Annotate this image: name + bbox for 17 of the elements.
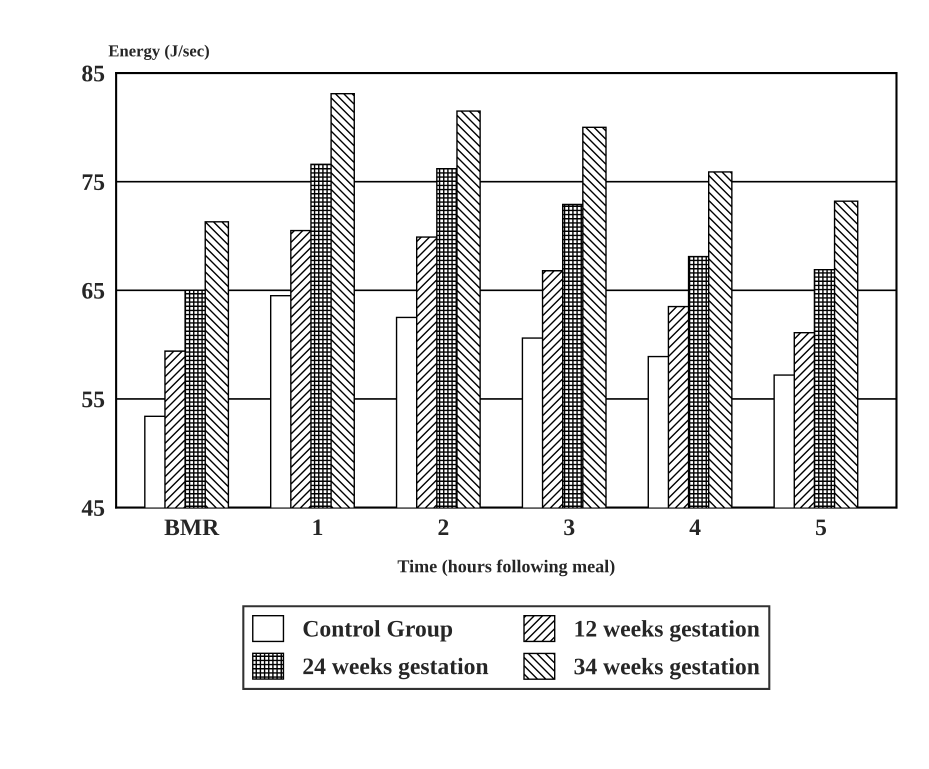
x-tick-label: 1	[314, 519, 322, 536]
legend-label: Control Group	[304, 620, 452, 642]
y-axis-title: Energy (J/sec)	[108, 44, 209, 60]
y-tick-label: 75	[82, 174, 104, 190]
legend-label: 24 weeks gestation	[303, 658, 488, 680]
y-tick-label: 65	[82, 282, 104, 299]
x-tick-label: BMR	[164, 520, 220, 536]
y-tick-label: 85	[82, 66, 104, 82]
legend-label: 34 weeks gestation	[574, 658, 760, 680]
x-tick-label: 2	[438, 519, 448, 536]
y-tick-label: 55	[82, 392, 104, 408]
x-tick-label: 5	[816, 520, 826, 536]
x-axis-title: Time (hours following meal)	[398, 560, 614, 576]
legend-label: 12 weeks gestation	[575, 620, 760, 642]
x-tick-label: 3	[564, 519, 574, 536]
x-tick-label: 4	[690, 519, 701, 536]
y-tick-label: 45	[82, 500, 104, 516]
